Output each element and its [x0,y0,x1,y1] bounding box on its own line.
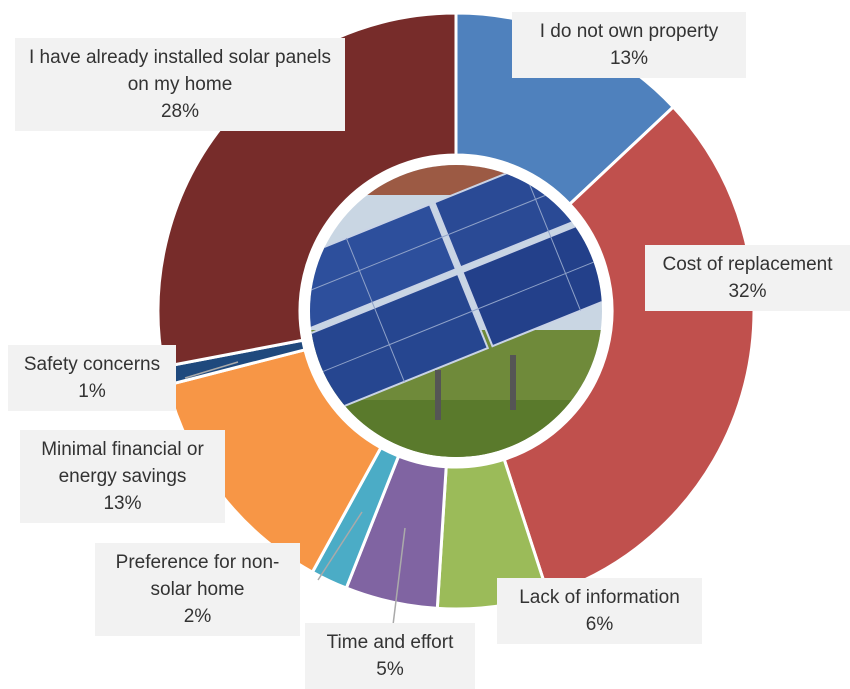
leader-line [184,361,239,379]
slice-label: I do not own property 13% [512,12,746,78]
category-name: Lack of information [519,587,680,608]
value-label: 2% [183,606,212,627]
value-label: 6% [585,614,614,635]
value-label: 32% [728,281,767,302]
category-name: I do not own property [539,21,719,42]
slice-label: I have already installed solar panels on… [15,38,345,131]
value-label: 28% [160,101,200,122]
slice-label: Safety concerns 1% [8,345,176,411]
slice-label: Minimal financial or energy savings 13% [20,430,225,523]
value-label: 1% [78,381,106,402]
category-name: Time and effort [326,632,454,653]
slice-label: Preference for non-solar home 2% [95,543,300,636]
leader-line [392,527,406,626]
slice-label: Cost of replacement 32% [645,245,850,311]
value-label: 13% [103,493,142,514]
value-label: 13% [609,48,649,69]
category-name: Safety concerns [23,354,161,375]
category-name: Minimal financial or energy savings [41,439,204,487]
category-name: Cost of replacement [662,254,833,275]
slice-label: Lack of information 6% [497,578,702,644]
category-name: I have already installed solar panels on… [28,47,332,95]
value-label: 5% [376,659,404,680]
category-name: Preference for non-solar home [115,552,280,600]
slice-label: Time and effort 5% [305,623,475,689]
leader-line [317,511,363,581]
